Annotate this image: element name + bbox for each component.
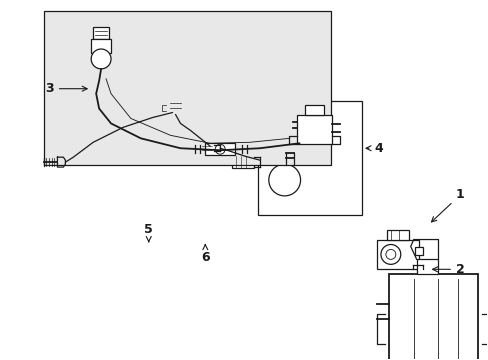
Bar xyxy=(376,239,418,269)
Bar xyxy=(416,260,438,274)
Circle shape xyxy=(276,132,286,142)
Bar xyxy=(296,114,332,144)
Bar xyxy=(304,105,324,114)
Text: 4: 4 xyxy=(366,142,383,155)
Bar xyxy=(388,274,477,360)
Text: 5: 5 xyxy=(144,223,153,242)
Bar xyxy=(275,116,287,125)
Bar xyxy=(386,230,408,239)
Bar xyxy=(91,39,111,53)
Text: 1: 1 xyxy=(430,188,464,222)
Text: 2: 2 xyxy=(432,263,464,276)
Bar xyxy=(93,27,109,39)
Text: 6: 6 xyxy=(201,245,209,264)
Circle shape xyxy=(91,49,111,69)
Circle shape xyxy=(215,144,224,154)
Bar xyxy=(257,100,361,215)
Bar xyxy=(43,11,331,165)
Circle shape xyxy=(268,164,300,196)
Circle shape xyxy=(380,244,400,264)
Bar xyxy=(198,143,214,153)
Bar xyxy=(205,143,235,155)
Circle shape xyxy=(385,249,395,260)
Bar xyxy=(414,247,422,255)
Bar xyxy=(165,96,185,114)
Text: 3: 3 xyxy=(45,82,87,95)
Bar xyxy=(232,156,253,168)
Circle shape xyxy=(292,132,302,142)
Bar xyxy=(291,116,301,125)
Bar xyxy=(271,125,307,153)
